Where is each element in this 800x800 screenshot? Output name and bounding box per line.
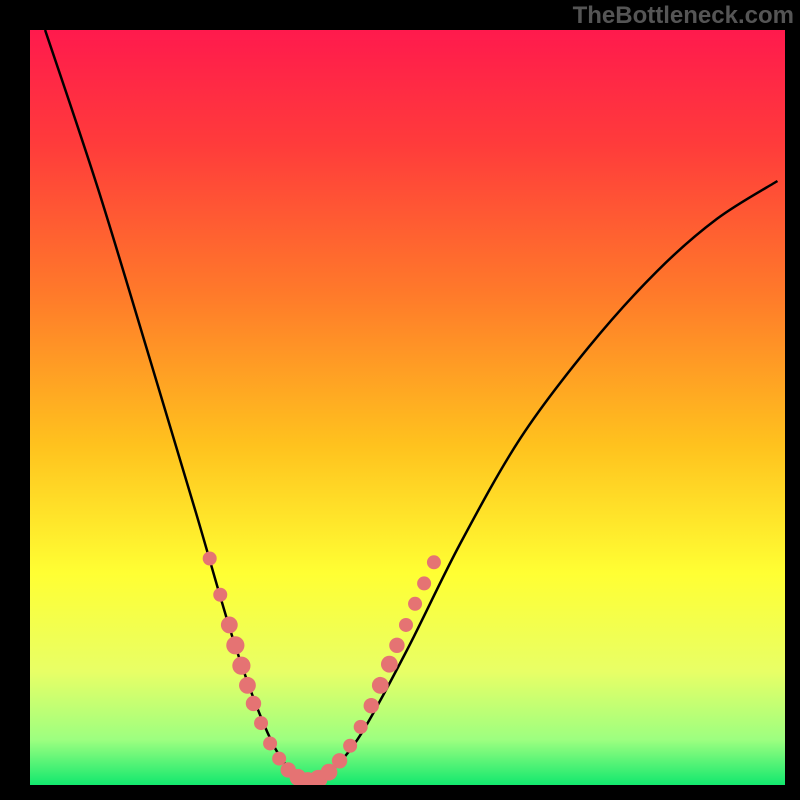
data-dots bbox=[203, 552, 441, 785]
data-dot bbox=[364, 698, 379, 713]
data-dot bbox=[381, 656, 398, 673]
data-dot bbox=[332, 753, 347, 768]
data-dot bbox=[246, 696, 261, 711]
data-dot bbox=[399, 618, 413, 632]
data-dot bbox=[389, 638, 404, 653]
data-dot bbox=[221, 617, 238, 634]
data-dot bbox=[254, 716, 268, 730]
plot-area bbox=[30, 30, 785, 785]
watermark-text: TheBottleneck.com bbox=[573, 2, 794, 30]
data-dot bbox=[226, 636, 244, 654]
data-dot bbox=[427, 555, 441, 569]
data-dot bbox=[343, 739, 357, 753]
data-dot bbox=[232, 657, 250, 675]
data-dot bbox=[213, 588, 227, 602]
data-dot bbox=[354, 720, 368, 734]
data-dot bbox=[263, 736, 277, 750]
data-dot bbox=[417, 576, 431, 590]
data-dot bbox=[239, 677, 256, 694]
data-dot bbox=[408, 597, 422, 611]
data-dot bbox=[203, 552, 217, 566]
bottleneck-chart bbox=[30, 30, 785, 785]
curve-line bbox=[45, 30, 777, 781]
data-dot bbox=[372, 677, 389, 694]
